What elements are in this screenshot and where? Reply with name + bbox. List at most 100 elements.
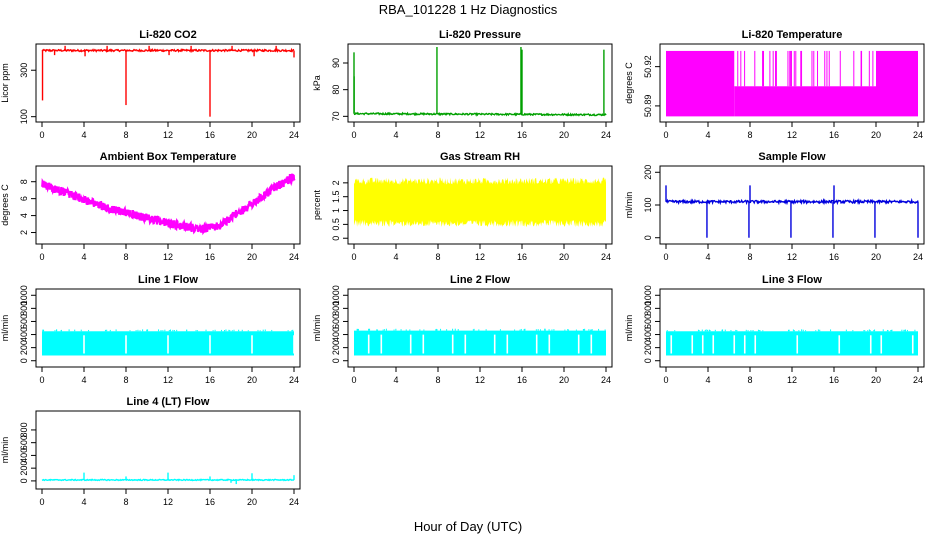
y-tick-label: 400 — [19, 327, 29, 342]
y-tick-label: 200 — [643, 340, 653, 355]
x-tick-label: 0 — [39, 497, 44, 507]
x-tick-label: 24 — [289, 375, 299, 385]
y-tick-label: 1 — [331, 208, 341, 213]
x-tick-label: 24 — [913, 130, 923, 140]
x-tick-label: 16 — [205, 497, 215, 507]
panel-frame — [35, 165, 301, 245]
panel-title: Line 2 Flow — [450, 274, 510, 286]
x-axis: 0 4 8 12 16 20 24 — [663, 367, 923, 385]
y-tick-label: 4 — [19, 213, 29, 218]
panel-frame — [35, 43, 301, 123]
series-line — [41, 47, 295, 53]
panel-title: Li-820 Temperature — [742, 29, 843, 41]
y-tick-label: 8 — [19, 179, 29, 184]
y-tick-label: 2 — [331, 180, 341, 185]
y-tick-label: 0 — [331, 358, 341, 363]
y-tick-label: 0 — [643, 235, 653, 240]
x-tick-label: 4 — [705, 130, 710, 140]
x-tick-label: 16 — [517, 130, 527, 140]
x-tick-label: 0 — [663, 375, 668, 385]
panel-ylabel: Licor ppm — [0, 63, 10, 103]
panel-8: Line 3 Flow ml/min 0 4 8 12 16 20 24 0 20040060080… — [624, 274, 925, 385]
x-tick-label: 24 — [289, 130, 299, 140]
x-tick-label: 16 — [205, 375, 215, 385]
x-axis: 0 4 8 12 16 20 24 — [39, 122, 299, 140]
y-tick-label: 400 — [331, 327, 341, 342]
series-3 — [40, 173, 296, 236]
series-4 — [354, 177, 606, 227]
y-tick-label: 200 — [19, 340, 29, 355]
y-axis: 2 4 6 8 — [19, 179, 36, 235]
panel-ylabel: degrees C — [624, 62, 634, 104]
x-tick-label: 0 — [351, 130, 356, 140]
x-tick-label: 16 — [517, 252, 527, 262]
y-tick-label: 6 — [19, 196, 29, 201]
band-mark — [876, 50, 918, 117]
y-tick-label: 0 — [19, 358, 29, 363]
series-2 — [666, 50, 918, 117]
x-tick-label: 0 — [39, 252, 44, 262]
panel-title: Sample Flow — [758, 151, 826, 163]
x-tick-label: 12 — [787, 130, 797, 140]
y-tick-label: 800 — [643, 301, 653, 316]
y-axis: 0 100 200 — [643, 165, 660, 240]
x-axis: 0 4 8 12 16 20 24 — [39, 489, 299, 507]
x-axis: 0 4 8 12 16 20 24 — [663, 244, 923, 262]
series-0 — [41, 45, 295, 117]
y-tick-label: 1000 — [643, 285, 653, 305]
band-mark — [792, 86, 876, 117]
x-tick-label: 0 — [663, 252, 668, 262]
x-tick-label: 8 — [747, 252, 752, 262]
panel-ylabel: kPa — [312, 75, 322, 91]
x-tick-label: 12 — [163, 130, 173, 140]
x-tick-label: 4 — [705, 375, 710, 385]
panel-9: Line 4 (LT) Flow ml/min 0 4 8 12 16 20 24 0 200400… — [0, 396, 301, 507]
y-tick-label: 90 — [331, 58, 341, 68]
y-tick-label: 0 — [19, 478, 29, 483]
y-tick-label: 200 — [643, 165, 653, 180]
y-tick-label: 800 — [331, 301, 341, 316]
series-5 — [665, 185, 919, 238]
y-tick-label: 0 — [643, 358, 653, 363]
y-tick-label: 600 — [19, 435, 29, 450]
y-tick-label: 70 — [331, 111, 341, 121]
x-axis: 0 4 8 12 16 20 24 — [39, 367, 299, 385]
x-tick-label: 4 — [81, 497, 86, 507]
x-tick-label: 16 — [205, 252, 215, 262]
x-tick-label: 8 — [435, 130, 440, 140]
panel-frame — [659, 165, 925, 245]
panel-ylabel: ml/min — [624, 192, 634, 219]
band-mark — [354, 177, 606, 227]
x-tick-label: 12 — [163, 375, 173, 385]
x-tick-label: 12 — [475, 375, 485, 385]
x-tick-label: 24 — [601, 252, 611, 262]
x-tick-label: 12 — [475, 130, 485, 140]
panel-4: Gas Stream RH percent 0 4 8 12 16 20 24 0 0.5 1 1.5 2 — [312, 151, 613, 262]
panel-7: Line 2 Flow ml/min 0 4 8 12 16 20 24 0 20040060080… — [312, 274, 613, 385]
y-tick-label: 50.89 — [643, 95, 653, 118]
x-tick-label: 24 — [913, 375, 923, 385]
band-mark — [666, 50, 735, 117]
x-tick-label: 16 — [829, 252, 839, 262]
panel-title: Ambient Box Temperature — [100, 151, 237, 163]
x-tick-label: 20 — [247, 375, 257, 385]
panel-title: Line 3 Flow — [762, 274, 822, 286]
series-9 — [41, 472, 295, 485]
x-tick-label: 24 — [913, 252, 923, 262]
panel-0: Li-820 CO2 Licor ppm 0 4 8 12 16 20 24 100 300 — [0, 29, 301, 140]
panel-title: Gas Stream RH — [440, 151, 520, 163]
x-tick-label: 16 — [205, 130, 215, 140]
x-tick-label: 8 — [123, 497, 128, 507]
x-tick-label: 8 — [123, 130, 128, 140]
panel-5: Sample Flow ml/min 0 4 8 12 16 20 24 0 100 200 — [624, 151, 925, 262]
x-tick-label: 4 — [81, 375, 86, 385]
panel-title: Line 1 Flow — [138, 274, 198, 286]
y-tick-label: 1.5 — [331, 190, 341, 203]
x-tick-label: 24 — [289, 252, 299, 262]
x-tick-label: 12 — [163, 252, 173, 262]
x-tick-label: 0 — [39, 375, 44, 385]
